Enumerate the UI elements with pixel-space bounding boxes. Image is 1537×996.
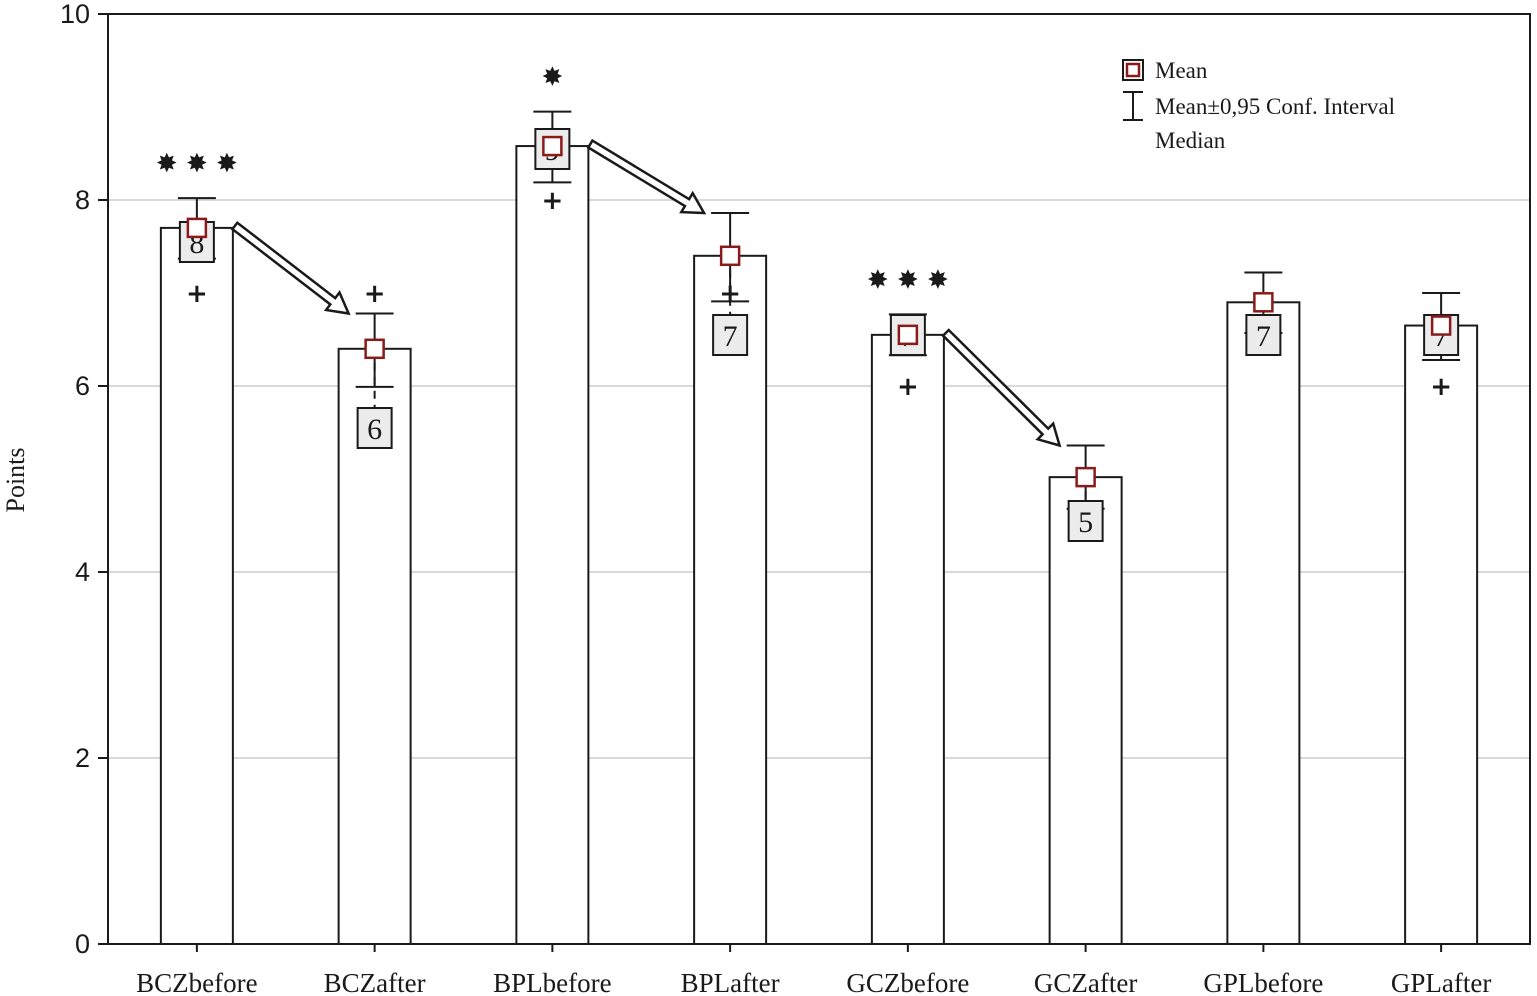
bar	[1404, 324, 1479, 945]
y-tick-label: 4	[75, 557, 90, 587]
legend: Mean Mean±0,95 Conf. Interval Median	[1122, 58, 1395, 153]
legend-label-mean: Mean	[1155, 58, 1208, 83]
significance-stars: ✸	[541, 63, 563, 93]
plot-frame	[107, 13, 1531, 945]
significance-stars: ✸ ✸ ✸	[156, 149, 238, 179]
bar	[159, 226, 234, 945]
bar	[693, 254, 768, 946]
bar	[515, 145, 590, 945]
x-tick-label: BPLafter	[681, 968, 780, 996]
x-tick-label: BCZbefore	[136, 968, 257, 996]
data-marks: +8+6+9+7+757+7✸ ✸ ✸✸✸ ✸ ✸	[156, 63, 1461, 542]
bars	[159, 145, 1479, 946]
x-tick-label: GPLafter	[1391, 968, 1491, 996]
plus-mark: +	[1430, 372, 1452, 402]
legend-mean-marker	[1125, 62, 1141, 78]
x-tick-label: GCZbefore	[846, 968, 969, 996]
significance-stars: ✸ ✸ ✸	[867, 265, 949, 295]
median-box	[1067, 500, 1104, 542]
change-arrow	[586, 138, 707, 215]
legend-label-median: Median	[1155, 128, 1226, 153]
median-box	[1245, 314, 1282, 356]
x-tick-label: BCZafter	[324, 968, 426, 996]
y-tick-label: 0	[75, 929, 90, 959]
median-label: 7	[1256, 320, 1271, 353]
y-tick-label: 10	[60, 0, 90, 29]
bar	[870, 333, 945, 946]
change-arrow	[941, 328, 1062, 448]
plus-mark: +	[897, 372, 919, 402]
median-label: 6	[367, 413, 382, 446]
grid-lines	[108, 199, 1530, 759]
mean-marker	[542, 135, 563, 157]
legend-label-ci: Mean±0,95 Conf. Interval	[1155, 94, 1395, 119]
mean-marker	[897, 324, 919, 346]
y-tick-label: 6	[75, 371, 90, 401]
arrows	[230, 138, 1062, 448]
plus-mark: +	[719, 279, 741, 309]
mean-marker	[1075, 466, 1096, 488]
x-tick-label: GPLbefore	[1203, 968, 1323, 996]
y-tick-label: 8	[75, 185, 90, 215]
change-arrow	[230, 220, 351, 316]
bar	[1048, 476, 1123, 945]
y-axis-label: Points	[1, 447, 30, 512]
plus-mark: +	[186, 279, 208, 309]
plus-mark: +	[364, 279, 386, 309]
mean-marker	[1430, 315, 1452, 336]
axes: 0 2 4 6 8 10 BCZbefore BCZafter BPLbefore BPLafte…	[60, 0, 1531, 996]
x-tick-label: BPLbefore	[493, 968, 611, 996]
median-label: 5	[1078, 506, 1093, 539]
plus-mark: +	[541, 186, 563, 216]
median-box	[712, 314, 749, 356]
median-box	[356, 407, 393, 449]
x-tick-label: GCZafter	[1034, 968, 1137, 996]
mean-marker	[1253, 292, 1274, 313]
mean-marker	[719, 245, 741, 267]
mean-marker	[364, 338, 385, 360]
median-label: 7	[723, 320, 738, 353]
bar	[1226, 301, 1301, 945]
y-tick-label: 2	[75, 743, 90, 773]
mean-marker	[186, 217, 208, 239]
